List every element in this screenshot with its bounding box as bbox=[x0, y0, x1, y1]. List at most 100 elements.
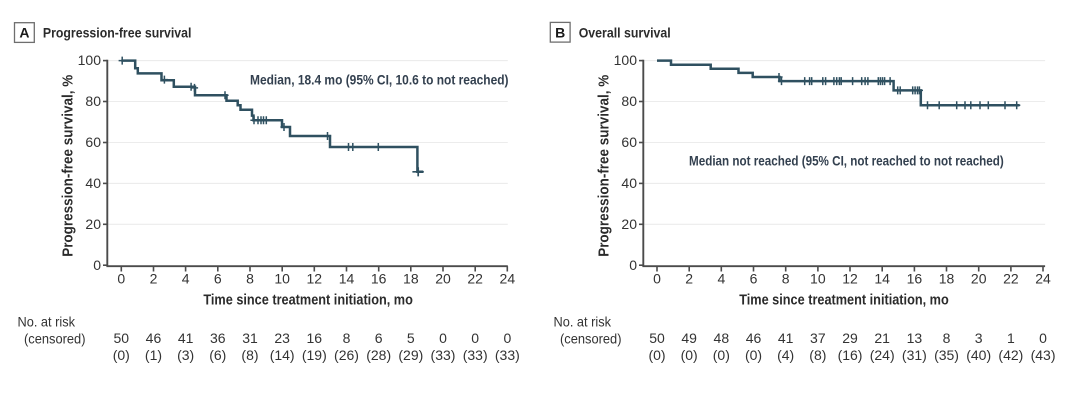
svg-text:100: 100 bbox=[78, 52, 102, 68]
svg-text:14: 14 bbox=[874, 270, 890, 286]
svg-text:14: 14 bbox=[339, 270, 355, 286]
svg-text:(40): (40) bbox=[966, 347, 991, 363]
svg-text:41: 41 bbox=[778, 330, 794, 346]
svg-text:46: 46 bbox=[746, 330, 762, 346]
svg-text:2: 2 bbox=[685, 270, 693, 286]
svg-text:Median, 18.4 mo (95% CI, 10.6: Median, 18.4 mo (95% CI, 10.6 to not rea… bbox=[250, 73, 509, 88]
svg-text:20: 20 bbox=[971, 270, 987, 286]
svg-text:(28): (28) bbox=[366, 347, 391, 363]
svg-text:(43): (43) bbox=[1031, 347, 1056, 363]
svg-text:21: 21 bbox=[874, 330, 890, 346]
svg-text:29: 29 bbox=[842, 330, 858, 346]
svg-text:(8): (8) bbox=[241, 347, 258, 363]
svg-text:(censored): (censored) bbox=[560, 330, 622, 346]
svg-text:(3): (3) bbox=[177, 347, 194, 363]
svg-text:0: 0 bbox=[471, 330, 479, 346]
svg-text:Median not reached (95% CI, no: Median not reached (95% CI, not reached … bbox=[689, 154, 1004, 169]
svg-text:16: 16 bbox=[307, 330, 323, 346]
svg-text:23: 23 bbox=[274, 330, 290, 346]
svg-text:8: 8 bbox=[246, 270, 254, 286]
svg-text:(0): (0) bbox=[745, 347, 762, 363]
svg-text:16: 16 bbox=[371, 270, 387, 286]
svg-text:60: 60 bbox=[85, 134, 101, 150]
svg-text:(0): (0) bbox=[713, 347, 730, 363]
svg-text:13: 13 bbox=[907, 330, 923, 346]
svg-text:B: B bbox=[555, 24, 565, 40]
svg-text:6: 6 bbox=[214, 270, 222, 286]
svg-text:50: 50 bbox=[114, 330, 130, 346]
svg-text:Progression-free survival, %: Progression-free survival, % bbox=[60, 75, 76, 257]
svg-text:41: 41 bbox=[178, 330, 194, 346]
svg-text:12: 12 bbox=[307, 270, 323, 286]
svg-text:(0): (0) bbox=[648, 347, 665, 363]
svg-text:10: 10 bbox=[810, 270, 826, 286]
svg-text:(6): (6) bbox=[209, 347, 226, 363]
svg-text:(33): (33) bbox=[463, 347, 488, 363]
svg-text:80: 80 bbox=[621, 93, 637, 109]
svg-text:37: 37 bbox=[810, 330, 826, 346]
svg-text:No. at risk: No. at risk bbox=[554, 313, 612, 329]
svg-text:(33): (33) bbox=[431, 347, 456, 363]
svg-text:8: 8 bbox=[943, 330, 951, 346]
svg-text:Progression-free survival: Progression-free survival bbox=[43, 26, 192, 41]
svg-text:40: 40 bbox=[85, 175, 101, 191]
svg-text:20: 20 bbox=[85, 216, 101, 232]
svg-text:No. at risk: No. at risk bbox=[18, 313, 76, 329]
svg-text:(26): (26) bbox=[334, 347, 359, 363]
svg-text:0: 0 bbox=[503, 330, 511, 346]
svg-text:36: 36 bbox=[210, 330, 226, 346]
svg-text:0: 0 bbox=[629, 257, 637, 273]
svg-text:(8): (8) bbox=[809, 347, 826, 363]
svg-text:46: 46 bbox=[146, 330, 162, 346]
svg-text:(29): (29) bbox=[398, 347, 423, 363]
svg-text:(24): (24) bbox=[870, 347, 895, 363]
svg-text:8: 8 bbox=[782, 270, 790, 286]
svg-text:31: 31 bbox=[242, 330, 258, 346]
svg-text:49: 49 bbox=[681, 330, 697, 346]
svg-text:24: 24 bbox=[500, 270, 516, 286]
svg-text:50: 50 bbox=[649, 330, 665, 346]
svg-text:100: 100 bbox=[614, 52, 638, 68]
svg-text:5: 5 bbox=[407, 330, 415, 346]
svg-text:Overall survival: Overall survival bbox=[579, 26, 671, 41]
svg-text:20: 20 bbox=[435, 270, 451, 286]
svg-text:(censored): (censored) bbox=[24, 330, 86, 346]
svg-text:6: 6 bbox=[750, 270, 758, 286]
svg-text:4: 4 bbox=[717, 270, 725, 286]
svg-text:(14): (14) bbox=[270, 347, 295, 363]
svg-text:0: 0 bbox=[653, 270, 661, 286]
svg-text:80: 80 bbox=[85, 93, 101, 109]
svg-text:A: A bbox=[19, 25, 29, 41]
svg-text:0: 0 bbox=[93, 257, 101, 273]
svg-text:Time since treatment initiatio: Time since treatment initiation, mo bbox=[739, 293, 949, 309]
svg-text:0: 0 bbox=[117, 270, 125, 286]
svg-text:18: 18 bbox=[939, 270, 955, 286]
svg-text:2: 2 bbox=[150, 270, 158, 286]
svg-text:40: 40 bbox=[621, 175, 637, 191]
svg-text:(0): (0) bbox=[113, 347, 130, 363]
svg-text:(16): (16) bbox=[838, 347, 863, 363]
svg-text:Time since treatment initiatio: Time since treatment initiation, mo bbox=[203, 293, 413, 309]
svg-text:18: 18 bbox=[403, 270, 419, 286]
svg-text:24: 24 bbox=[1035, 270, 1051, 286]
svg-text:Progression-free survival, %: Progression-free survival, % bbox=[596, 75, 612, 257]
svg-text:(4): (4) bbox=[777, 347, 794, 363]
svg-text:22: 22 bbox=[1003, 270, 1019, 286]
svg-text:1: 1 bbox=[1007, 330, 1015, 346]
svg-text:(42): (42) bbox=[998, 347, 1023, 363]
svg-text:(35): (35) bbox=[934, 347, 959, 363]
svg-text:0: 0 bbox=[1039, 330, 1047, 346]
svg-text:0: 0 bbox=[439, 330, 447, 346]
svg-text:(31): (31) bbox=[902, 347, 927, 363]
svg-text:(1): (1) bbox=[145, 347, 162, 363]
svg-text:48: 48 bbox=[714, 330, 730, 346]
svg-text:20: 20 bbox=[621, 216, 637, 232]
svg-text:16: 16 bbox=[907, 270, 923, 286]
svg-text:22: 22 bbox=[467, 270, 483, 286]
svg-text:8: 8 bbox=[343, 330, 351, 346]
svg-text:(0): (0) bbox=[681, 347, 698, 363]
svg-text:4: 4 bbox=[182, 270, 190, 286]
svg-text:(19): (19) bbox=[302, 347, 327, 363]
svg-text:60: 60 bbox=[621, 134, 637, 150]
svg-text:(33): (33) bbox=[495, 347, 520, 363]
